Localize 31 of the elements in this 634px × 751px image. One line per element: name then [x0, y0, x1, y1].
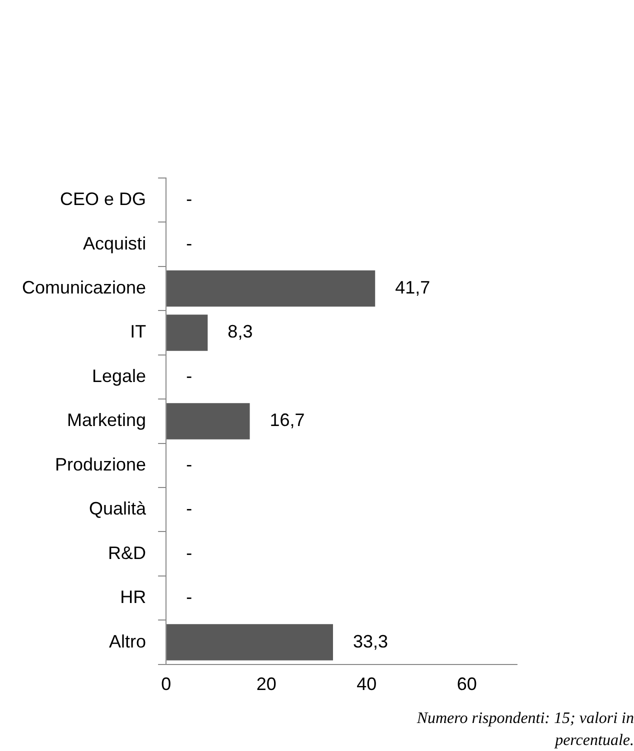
y-tick-label: Altro	[109, 631, 146, 652]
y-tick-label: Produzione	[54, 454, 146, 474]
y-tick-label: Comunicazione	[22, 278, 146, 298]
x-tick-label: 0	[161, 674, 172, 694]
y-tick-label: Qualità	[89, 498, 148, 519]
data-label: 41,7	[395, 278, 430, 298]
y-tick-label: Acquisti	[83, 233, 146, 254]
data-label: -	[186, 233, 192, 254]
y-tick-label: CEO e DG	[60, 189, 146, 210]
bar	[166, 314, 208, 351]
bar	[166, 270, 376, 307]
y-tick-label: IT	[130, 322, 146, 342]
data-label: -	[186, 454, 192, 474]
y-tick-label: Marketing	[67, 410, 146, 430]
data-label: -	[186, 498, 192, 519]
text: Numero rispondenti: 15; valori in percentuale.	[416, 709, 634, 751]
data-label: 16,7	[270, 410, 305, 430]
data-label: -	[186, 542, 192, 563]
bar	[166, 624, 334, 660]
data-label: 33,3	[353, 631, 388, 652]
y-tick-label: R&D	[108, 542, 146, 563]
data-label: 8,3	[228, 322, 253, 342]
y-tick-label: Legale	[92, 366, 146, 386]
x-tick-label: 60	[456, 674, 477, 694]
data-label: -	[186, 189, 192, 210]
x-tick-label: 40	[356, 674, 377, 694]
y-tick-label: HR	[120, 587, 146, 608]
data-label: -	[186, 366, 192, 386]
bar	[166, 403, 250, 440]
data-label: -	[186, 587, 192, 608]
x-tick-label: 20	[256, 674, 276, 694]
